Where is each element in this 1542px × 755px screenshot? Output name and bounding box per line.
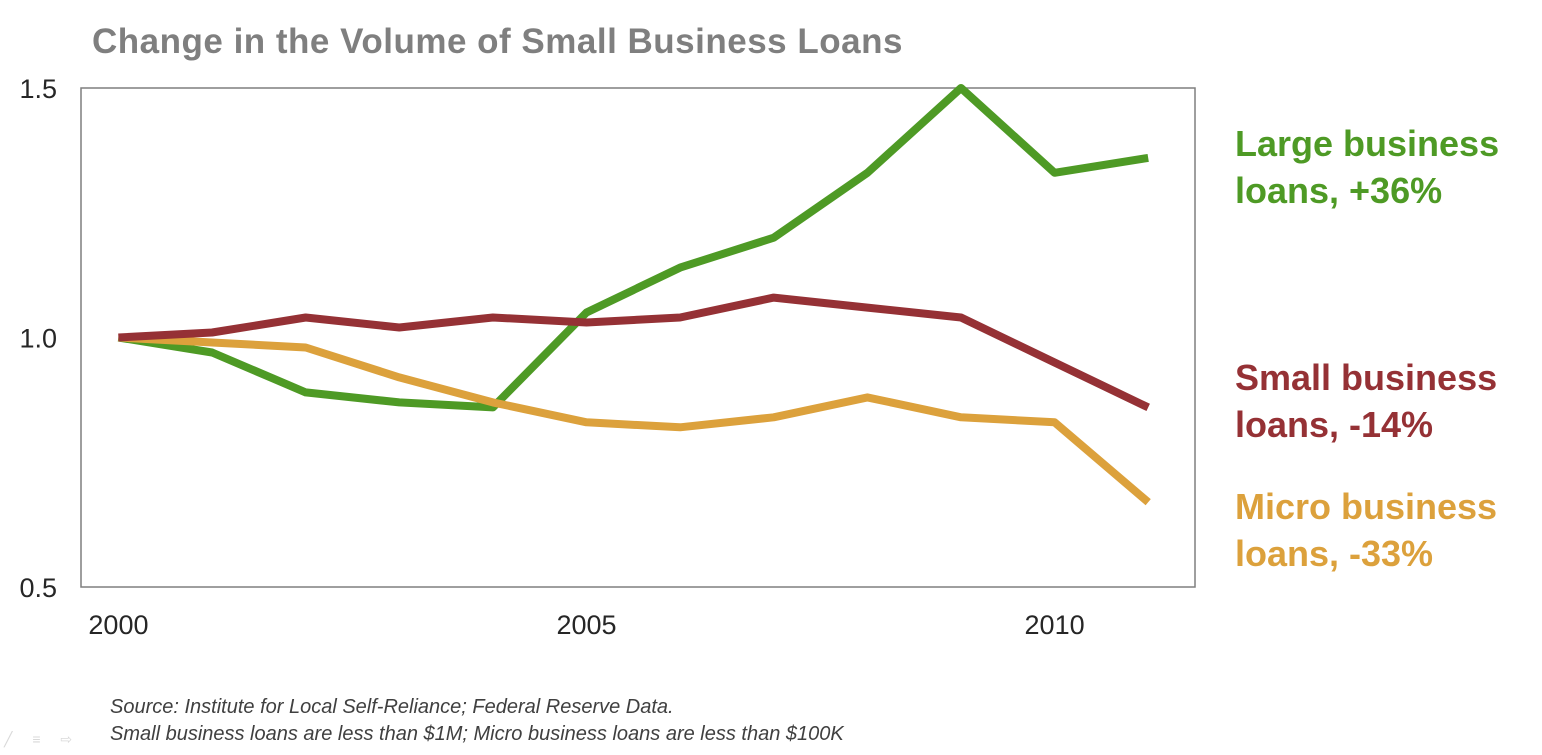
y-tick-label: 0.5 [19,573,57,603]
large-business-loans-line [117,84,1149,412]
source-line-1: Source: Institute for Local Self-Relianc… [110,696,674,718]
micro-business-loans-line [118,333,1151,506]
slide-control-icons[interactable]: ╱ ≡ ⇨ [4,731,81,747]
chart-title: Change in the Volume of Small Business L… [92,22,903,61]
y-axis-ticks: 0.5 1.0 1.5 [19,74,57,603]
small-business-loans-line [118,293,1150,412]
source-note: Source: Institute for Local Self-Relianc… [110,694,844,748]
legend-micro-line-2: loans, -33% [1235,533,1434,574]
legend-large-line-2: loans, +36% [1235,170,1443,211]
y-tick-label: 1.0 [19,324,57,354]
legend-micro-line-1: Micro business [1235,486,1498,527]
legend-small-business-loans: Small business loans, -14% [1235,354,1497,448]
y-tick-label: 1.5 [19,74,57,104]
plot-area-frame [80,87,1196,588]
legend-large-line-1: Large business [1235,123,1500,164]
source-line-2: Small business loans are less than $1M; … [110,723,844,745]
series-lines [117,84,1151,506]
x-tick-label: 2005 [556,610,616,640]
legend-small-line-1: Small business [1235,357,1498,398]
legend-large-business-loans: Large business loans, +36% [1235,120,1499,214]
legend-small-line-2: loans, -14% [1235,404,1434,445]
x-tick-label: 2010 [1025,610,1085,640]
x-axis-ticks: 2000 2005 2010 [88,610,1084,640]
legend-micro-business-loans: Micro business loans, -33% [1235,483,1497,577]
x-tick-label: 2000 [88,610,148,640]
